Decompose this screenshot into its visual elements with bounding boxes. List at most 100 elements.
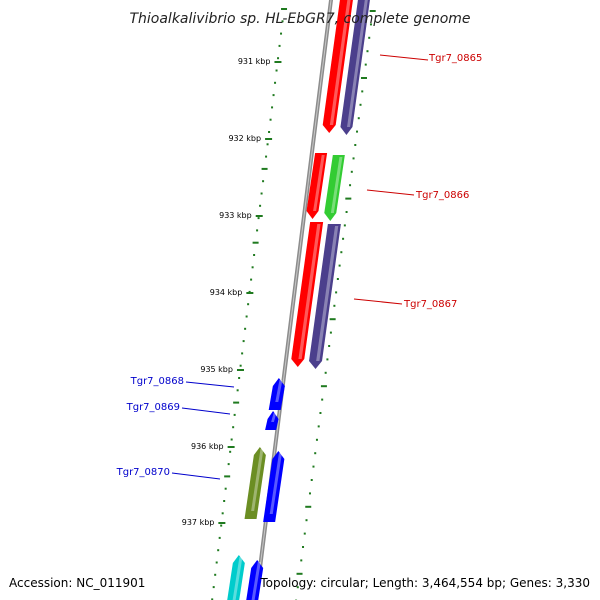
inner-ring-dot (315, 438, 318, 441)
label-leader-line (181, 407, 231, 415)
kbp-tick-mark (236, 369, 244, 371)
gene-next-cyan (227, 555, 245, 600)
inner-ring-dot (333, 304, 336, 307)
inner-ring-dot (329, 331, 332, 334)
outer-ring-dot (239, 364, 242, 367)
inner-ring-dot (360, 77, 367, 79)
outer-ring-dot (242, 340, 245, 343)
gene-features (227, 0, 370, 600)
outer-ring-dot (268, 131, 271, 133)
outer-ring-dot (272, 94, 275, 97)
gene-tgr7-0865-red-shine (329, 0, 351, 125)
topology-text: Topology: circular; Length: 3,464,554 bp… (259, 576, 590, 590)
kbp-tick-label: 932 kbp (228, 134, 261, 143)
label-leader-line (366, 189, 415, 196)
gene-tgr7-0867-red (291, 222, 324, 367)
outer-ring-dot (223, 500, 226, 502)
outer-ring-dot (250, 278, 253, 281)
outer-ring-dot (217, 549, 220, 552)
inner-ring-dot (310, 479, 313, 481)
gene-tgr7-0868-shine (275, 380, 283, 402)
outer-ring-dot (233, 413, 236, 416)
inner-ring-dot (369, 10, 376, 12)
outer-ring-dot (233, 401, 240, 404)
gene-tgr7-0869 (265, 411, 279, 430)
outer-ring-dot (280, 32, 283, 35)
inner-ring-dot (305, 519, 308, 522)
gene-tgr7-0869-shine (271, 413, 277, 422)
gene-label-tgr7-0870: Tgr7_0870 (116, 467, 170, 478)
gene-tgr7-0870-blue (263, 451, 285, 522)
gene-label-tgr7-0868: Tgr7_0868 (130, 376, 184, 387)
inner-ring-dot (317, 425, 320, 428)
outer-ring-dot (257, 217, 260, 220)
gene-tgr7-0867-purple-shine (316, 226, 339, 361)
inner-ring-dot (352, 157, 355, 160)
inner-ring-dot (303, 532, 306, 535)
gene-tgr7-0868 (268, 378, 285, 410)
outer-ring-dot (221, 512, 224, 515)
inner-ring-dot (324, 371, 327, 374)
gene-tgr7-0870-olive (244, 447, 266, 519)
kbp-tick-mark (274, 61, 282, 63)
kbp-tick-mark (265, 138, 273, 140)
outer-ring-dot (241, 352, 244, 355)
gene-tgr7-0866-green-shine (330, 157, 343, 213)
gene-label-tgr7-0869: Tgr7_0869 (126, 402, 180, 413)
kbp-scale: 931 kbp 932 kbp 933 kbp 934 kbp 935 kbp 936 k… (182, 57, 282, 527)
gene-tgr7-0867-purple (309, 224, 341, 369)
inner-ring-dot (326, 358, 329, 361)
gene-label-tgr7-0866: Tgr7_0866 (415, 190, 469, 201)
inner-ring-dot (335, 291, 338, 294)
outer-ring-dot (224, 475, 231, 478)
gene-next-cyan-shine (232, 557, 243, 600)
kbp-tick-mark (246, 292, 254, 294)
inner-ring-dot (320, 385, 327, 388)
inner-ring-dot (357, 117, 360, 120)
inner-ring-dot (366, 50, 369, 53)
inner-ring-dot (369, 23, 372, 26)
label-leader-line (171, 472, 221, 480)
accession-text: Accession: NC_011901 (9, 576, 145, 590)
inner-ring-dot (354, 144, 357, 146)
inner-ring-dot (343, 224, 346, 227)
inner-ring-dot (359, 103, 362, 106)
gene-tgr7-0866-red (306, 153, 328, 219)
outer-ring-dot (238, 377, 241, 379)
outer-ring-dot (211, 598, 214, 600)
outer-ring-dot (248, 290, 251, 293)
outer-ring-dot (269, 118, 272, 121)
kbp-tick-mark (255, 215, 263, 217)
gene-tgr7-0866-green (324, 155, 345, 221)
gene-label-tgr7-0867: Tgr7_0867 (403, 299, 457, 310)
outer-ring-dot (229, 450, 232, 453)
outer-ring-dot (252, 241, 259, 244)
gene-tgr7-0866-red-shine (313, 155, 325, 211)
outer-ring-dot (230, 438, 233, 441)
outer-ring-dot (214, 573, 217, 576)
inner-ring-dot (340, 251, 343, 254)
outer-ring-dot (278, 44, 281, 47)
gene-tgr7-0865-purple (340, 0, 370, 135)
outer-ring-dot (266, 143, 269, 146)
kbp-tick-mark (218, 522, 226, 524)
label-leader-line (379, 54, 429, 61)
outer-ring-dot (232, 426, 235, 429)
inner-ring-dot (361, 90, 364, 93)
kbp-tick-label: 933 kbp (219, 211, 252, 220)
inner-ring-dot (350, 170, 353, 173)
inner-ring-dot (312, 465, 315, 468)
inner-ring-dot (329, 318, 336, 321)
gene-tgr7-0870-olive-shine (251, 449, 264, 511)
inner-ring-dot (345, 211, 348, 213)
kbp-tick-label: 935 kbp (200, 365, 233, 374)
outer-ring-dot (281, 20, 284, 23)
outer-ring-dot (259, 204, 262, 207)
outer-ring-dot (247, 303, 250, 306)
inner-ring-dot (345, 197, 352, 200)
inner-ring-dot (342, 237, 345, 240)
outer-ring-dot (236, 389, 239, 392)
outer-ring-dot (227, 463, 230, 466)
